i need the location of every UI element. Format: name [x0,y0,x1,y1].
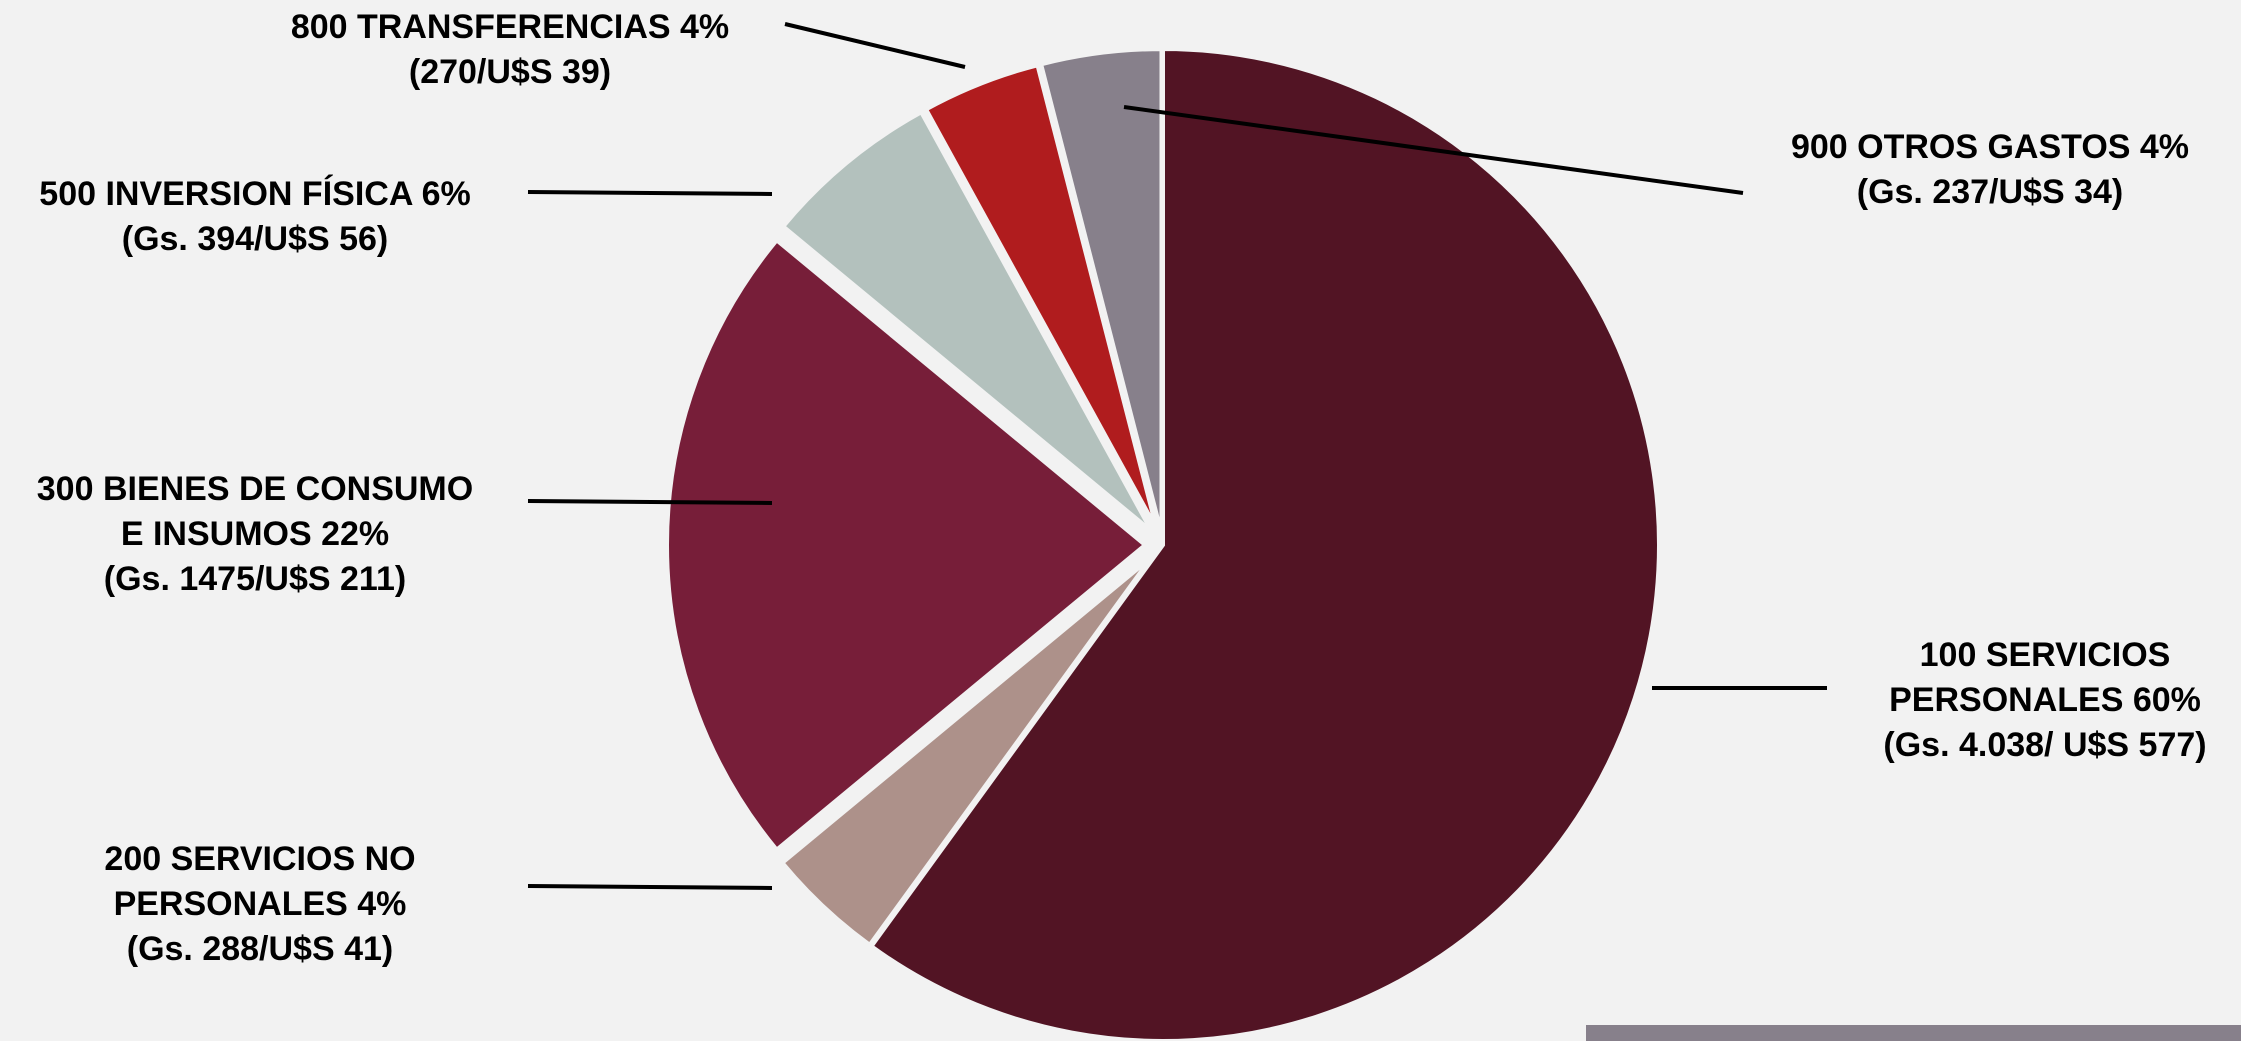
leader-line-900 [1123,105,1744,195]
footer-bar [1586,1025,2241,1041]
label-line: 200 SERVICIOS NO [104,840,416,878]
label-line: (270/U$S 39) [408,53,612,91]
pie-slice-900 [1038,47,1164,534]
label-line: PERSONALES 60% [1889,681,2201,719]
label-300-bienes-de-consumo: 300 BIENES DE CONSUMO E INSUMOS 22% (Gs.… [5,467,505,602]
label-800-transferencias: 800 TRANSFERENCIAS 4% (270/U$S 39) [170,5,850,95]
pie-slice-200 [779,556,1153,948]
pie-slice-100 [868,46,1661,1041]
leader-lines [527,22,1827,890]
pie-slice-800 [923,62,1159,530]
label-900-otros-gastos: 900 OTROS GASTOS 4% (Gs. 237/U$S 34) [1750,125,2230,215]
pie-slice-500 [780,109,1154,533]
label-200-servicios-no-personales: 200 SERVICIOS NO PERSONALES 4% (Gs. 288/… [20,837,500,972]
label-line: 100 SERVICIOS [1919,636,2171,674]
label-line: 800 TRANSFERENCIAS 4% [290,8,730,46]
leader-line-800 [784,22,966,69]
label-100-servicios-personales: 100 SERVICIOS PERSONALES 60% (Gs. 4.038/… [1855,633,2235,768]
label-line: PERSONALES 4% [113,885,407,923]
leader-line-200 [527,884,773,890]
label-line: 300 BIENES DE CONSUMO [36,470,474,508]
leader-line-300 [527,499,773,505]
pie-slices [665,46,1661,1041]
label-500-inversion-fisica: 500 INVERSION FÍSICA 6% (Gs. 394/U$S 56) [5,172,505,262]
pie-slice-300 [665,237,1149,853]
label-line: (Gs. 288/U$S 41) [126,930,394,968]
label-line: 900 OTROS GASTOS 4% [1790,128,2190,166]
label-line: 500 INVERSION FÍSICA 6% [39,175,471,213]
label-line: E INSUMOS 22% [120,515,390,553]
label-line: (Gs. 237/U$S 34) [1856,173,2124,211]
leader-line-500 [527,190,773,196]
label-line: (Gs. 1475/U$S 211) [103,560,407,598]
label-line: (Gs. 4.038/ U$S 577) [1883,726,2207,764]
label-line: (Gs. 394/U$S 56) [121,220,389,258]
